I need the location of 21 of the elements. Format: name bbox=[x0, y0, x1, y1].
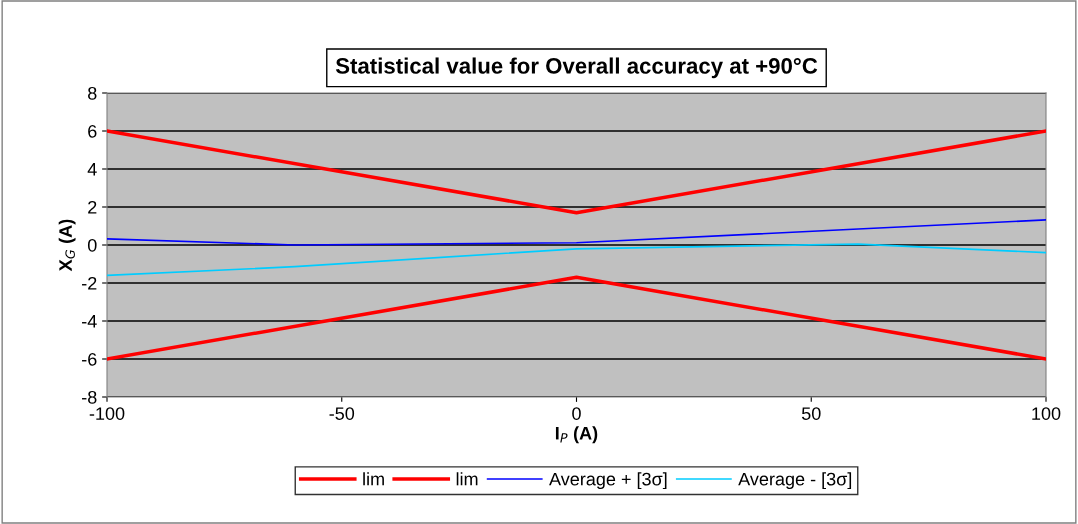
x-tick-label: -50 bbox=[329, 407, 355, 420]
y-tick-label: 4 bbox=[87, 163, 97, 176]
x-axis-title: I$_{P}$ (A) bbox=[555, 426, 598, 444]
y-tick-label: -4 bbox=[82, 315, 97, 328]
chart-title: Statistical value for Overall accuracy at +90°C bbox=[335, 57, 818, 79]
y-tick-label: 0 bbox=[87, 238, 97, 252]
y-tick-label: -8 bbox=[82, 390, 97, 404]
y-tick-label: 8 bbox=[88, 86, 97, 100]
x-tick-label: 100 bbox=[1032, 407, 1061, 420]
x-tick-label: -100 bbox=[89, 407, 125, 420]
y-axis-title: X$_{G}$ (A) bbox=[58, 219, 76, 272]
y-tick-label: -2 bbox=[82, 276, 97, 290]
legend-label: Average + [3σ] bbox=[549, 472, 667, 490]
y-tick-label: -6 bbox=[82, 352, 97, 366]
legend-label: Average - [3σ] bbox=[738, 472, 852, 490]
legend-label: lim bbox=[363, 472, 384, 486]
legend-label: lim bbox=[456, 472, 478, 486]
x-tick-label: 50 bbox=[801, 407, 821, 420]
y-tick-label: 6 bbox=[88, 124, 97, 138]
x-tick-label: 0 bbox=[572, 407, 581, 420]
y-tick-label: 2 bbox=[88, 200, 97, 214]
